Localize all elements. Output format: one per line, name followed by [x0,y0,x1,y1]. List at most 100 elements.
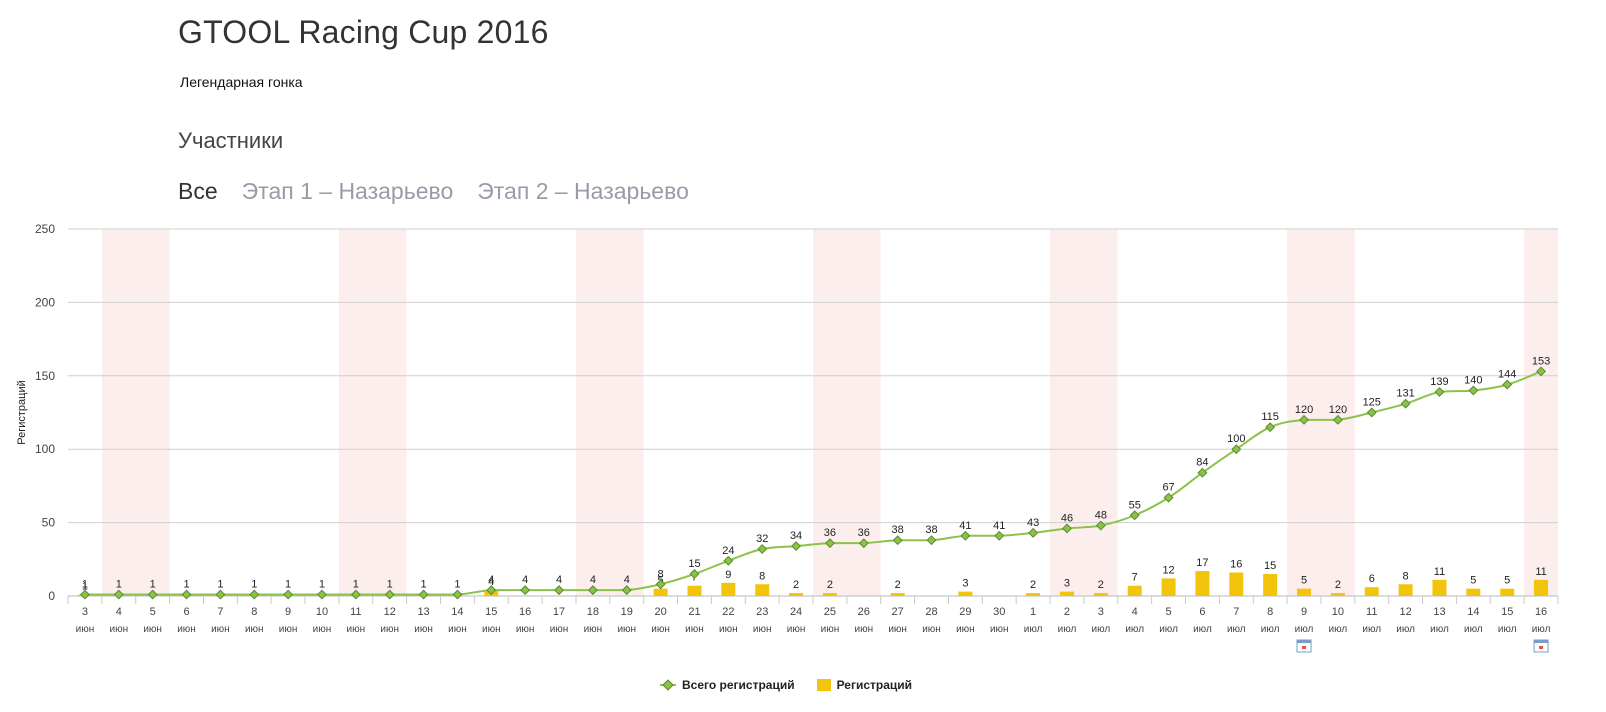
total-point-label: 1 [251,579,257,591]
total-point [1400,398,1411,409]
x-tick-label-month: июн [448,624,467,635]
x-tick-label-month: июл [1091,624,1110,635]
daily-bar [653,588,668,596]
total-point [283,589,294,600]
weekend-band [1287,229,1355,596]
total-point [1434,386,1445,397]
tab-all[interactable]: Все [178,178,218,204]
total-point-label: 67 [1162,482,1174,494]
total-point-label: 131 [1396,388,1414,400]
total-point-label: 43 [1027,517,1039,529]
daily-bar [1534,579,1549,596]
total-point-label: 84 [1196,457,1208,469]
total-point [1299,414,1309,425]
calendar-icon-header [1297,640,1312,643]
x-tick-label-month: июн [719,624,738,635]
x-tick-label-month: июн [888,624,907,635]
total-point [520,585,531,596]
daily-bar [1263,573,1278,596]
daily-bar [687,585,702,596]
daily-bar-label: 3 [1064,578,1070,590]
y-axis-title: Регистраций [16,380,28,445]
total-point [858,538,869,549]
daily-bar [1229,572,1244,596]
total-point [960,530,971,541]
x-tick-label-day: 1 [1030,606,1036,618]
weekend-band [338,229,407,596]
daily-bar [822,593,837,596]
total-point [1468,385,1479,396]
x-tick-label-day: 12 [1399,606,1411,618]
total-point-label: 4 [556,574,562,586]
daily-bar-label: 16 [1230,559,1242,571]
x-tick-label-day: 9 [285,606,291,618]
x-tick-label-day: 13 [417,606,429,618]
x-tick-label-month: июн [414,624,433,635]
total-point [384,589,395,600]
total-point [926,535,937,546]
x-tick-label-month: июн [990,624,1009,635]
legend-item-daily[interactable]: Регистраций [816,678,913,692]
x-tick-label-day: 27 [892,606,904,618]
total-point [824,538,835,549]
daily-bar [1161,578,1176,596]
x-tick-label-month: июл [1058,624,1077,635]
total-point-label: 48 [1095,510,1107,522]
x-tick-label-month: июн [380,624,399,635]
total-point-label: 1 [454,579,460,591]
x-tick-label-month: июн [109,624,128,635]
legend-item-total[interactable]: Всего регистраций [660,678,795,692]
total-point-label: 15 [688,558,700,570]
tab-stage-2[interactable]: Этап 2 – Назарьево [477,178,689,204]
daily-bar [1398,584,1413,596]
daily-bar [958,591,973,596]
x-tick-label-month: июн [279,624,298,635]
total-point-label: 1 [387,579,393,591]
x-tick-label-day: 5 [1166,606,1172,618]
daily-bar-label: 2 [793,579,799,591]
total-point-label: 153 [1532,355,1550,367]
total-point [1332,414,1343,425]
total-point [994,530,1005,541]
tab-stage-1[interactable]: Этап 1 – Назарьево [241,178,454,204]
x-tick-label-day: 28 [925,606,937,618]
x-tick-label-day: 2 [1064,606,1070,618]
x-tick-label-month: июн [76,624,95,635]
x-tick-label-month: июн [821,624,840,635]
total-point-label: 4 [590,574,596,586]
total-point-label: 4 [624,574,630,586]
daily-bar-label: 5 [1470,575,1476,587]
total-point [892,535,903,546]
daily-bar [1297,588,1312,596]
total-point [554,585,564,596]
legend-daily-label: Регистраций [836,678,913,692]
total-point-label: 41 [959,520,971,532]
x-tick-label-day: 15 [1501,606,1513,618]
daily-bar-label: 2 [827,579,833,591]
x-tick-label-month: июн [550,624,569,635]
x-tick-label-day: 21 [688,606,700,618]
x-tick-label-day: 10 [316,606,328,618]
x-tick-label-month: июл [1532,624,1551,635]
x-tick-label-day: 16 [1535,606,1547,618]
daily-bar [1195,571,1210,596]
total-point-label: 1 [285,579,291,591]
x-tick-label-day: 8 [251,606,257,618]
total-point-label: 1 [319,579,325,591]
total-point-label: 144 [1498,369,1516,381]
line-swatch-icon [660,680,676,690]
x-tick-label-day: 10 [1332,606,1344,618]
total-point-label: 1 [116,579,122,591]
total-point-label: 36 [824,527,836,539]
daily-bar [1466,588,1481,596]
total-point [350,589,361,600]
x-tick-label-month: июн [211,624,230,635]
weekend-band [101,229,170,596]
x-tick-label-day: 11 [350,606,361,618]
daily-bar [1127,585,1142,596]
total-point-label: 4 [488,574,494,586]
x-tick-label-month: июн [177,624,196,635]
total-point-label: 46 [1061,512,1073,524]
total-point-label: 1 [217,579,223,591]
weekend-band [1050,229,1118,596]
